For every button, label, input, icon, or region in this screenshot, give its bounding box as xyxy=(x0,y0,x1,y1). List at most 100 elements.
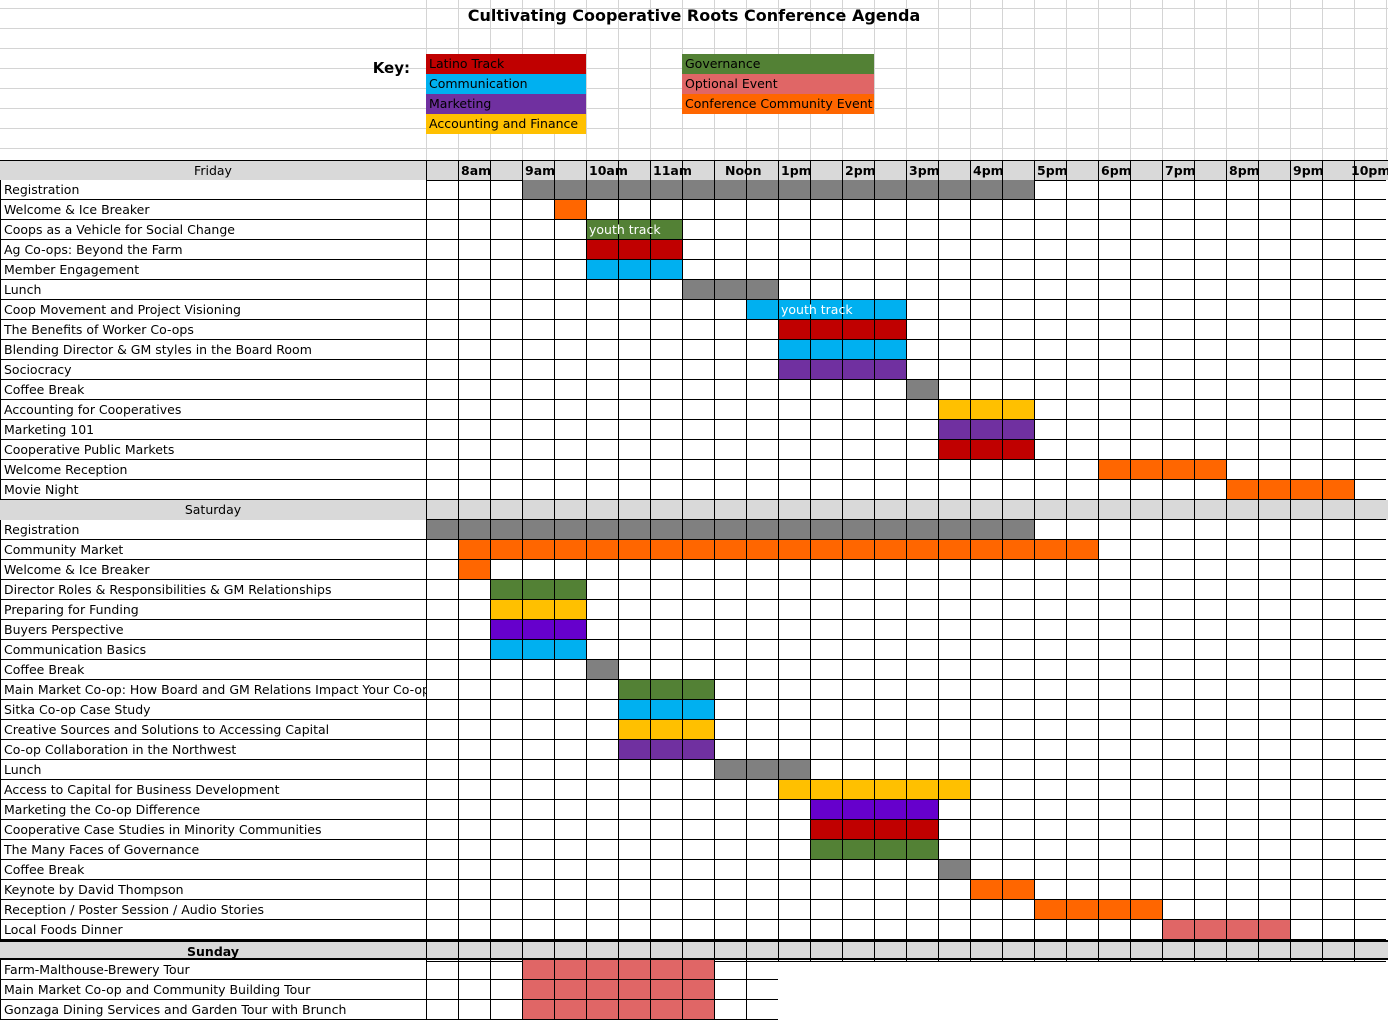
time-slot[interactable] xyxy=(458,340,490,360)
time-slot[interactable] xyxy=(746,680,778,700)
time-slot[interactable] xyxy=(714,600,746,620)
time-slot[interactable] xyxy=(874,740,906,760)
time-slot[interactable] xyxy=(1162,360,1194,380)
time-slot[interactable] xyxy=(586,580,618,600)
time-slot[interactable] xyxy=(714,840,746,860)
time-slot[interactable] xyxy=(842,500,874,520)
time-slot[interactable] xyxy=(938,560,970,580)
time-slot[interactable] xyxy=(714,860,746,880)
time-slot[interactable] xyxy=(778,660,810,680)
time-slot[interactable] xyxy=(1322,840,1354,860)
time-slot[interactable] xyxy=(1034,760,1066,780)
time-slot[interactable] xyxy=(1290,300,1322,320)
time-slot[interactable] xyxy=(554,640,586,660)
time-slot[interactable] xyxy=(426,740,458,760)
time-slot[interactable] xyxy=(1162,760,1194,780)
time-slot[interactable] xyxy=(1354,700,1386,720)
time-slot[interactable] xyxy=(426,560,458,580)
time-slot[interactable] xyxy=(1290,480,1322,500)
time-slot[interactable] xyxy=(458,800,490,820)
time-slot[interactable] xyxy=(842,840,874,860)
time-slot[interactable] xyxy=(1322,860,1354,880)
time-slot[interactable] xyxy=(746,580,778,600)
time-slot[interactable] xyxy=(490,440,522,460)
session-row[interactable]: Registration xyxy=(0,520,1388,540)
time-slot[interactable] xyxy=(586,660,618,680)
time-slot[interactable] xyxy=(1098,720,1130,740)
time-slot[interactable] xyxy=(970,920,1002,940)
time-slot[interactable] xyxy=(618,360,650,380)
time-slot[interactable] xyxy=(746,942,778,962)
time-slot[interactable] xyxy=(874,860,906,880)
time-slot[interactable] xyxy=(1002,560,1034,580)
time-slot[interactable] xyxy=(906,880,938,900)
time-slot[interactable] xyxy=(1130,200,1162,220)
time-slot[interactable] xyxy=(1130,580,1162,600)
time-slot[interactable] xyxy=(426,820,458,840)
time-slot[interactable] xyxy=(1194,220,1226,240)
time-slot[interactable] xyxy=(490,660,522,680)
time-slot[interactable] xyxy=(522,580,554,600)
time-slot[interactable] xyxy=(714,880,746,900)
time-slot[interactable] xyxy=(874,540,906,560)
time-slot[interactable] xyxy=(842,180,874,200)
time-slot[interactable] xyxy=(874,500,906,520)
time-slot[interactable] xyxy=(1002,420,1034,440)
time-slot[interactable] xyxy=(426,680,458,700)
time-slot[interactable] xyxy=(906,400,938,420)
time-slot[interactable] xyxy=(618,180,650,200)
time-slot[interactable] xyxy=(1034,440,1066,460)
time-slot[interactable] xyxy=(1098,800,1130,820)
time-slot[interactable] xyxy=(426,280,458,300)
time-slot[interactable] xyxy=(490,200,522,220)
time-slot[interactable] xyxy=(778,340,810,360)
time-slot[interactable] xyxy=(1034,820,1066,840)
time-slot[interactable] xyxy=(1130,800,1162,820)
time-slot[interactable] xyxy=(1354,480,1386,500)
time-slot[interactable] xyxy=(970,640,1002,660)
time-slot[interactable] xyxy=(586,480,618,500)
time-slot[interactable] xyxy=(1034,700,1066,720)
time-slot[interactable] xyxy=(1162,300,1194,320)
time-slot[interactable] xyxy=(490,600,522,620)
time-slot[interactable] xyxy=(1226,720,1258,740)
time-slot[interactable] xyxy=(874,680,906,700)
time-slot[interactable] xyxy=(970,720,1002,740)
time-slot[interactable] xyxy=(842,540,874,560)
time-slot[interactable] xyxy=(938,260,970,280)
time-slot[interactable] xyxy=(458,600,490,620)
time-slot[interactable] xyxy=(1226,700,1258,720)
time-slot[interactable] xyxy=(650,280,682,300)
time-slot[interactable] xyxy=(906,942,938,962)
time-slot[interactable] xyxy=(842,240,874,260)
time-slot[interactable] xyxy=(1194,300,1226,320)
time-slot[interactable] xyxy=(586,520,618,540)
time-slot[interactable] xyxy=(1066,660,1098,680)
time-slot[interactable] xyxy=(714,280,746,300)
time-slot[interactable] xyxy=(554,440,586,460)
time-slot[interactable] xyxy=(1066,640,1098,660)
time-slot[interactable] xyxy=(458,200,490,220)
time-slot[interactable] xyxy=(1258,942,1290,962)
time-slot[interactable] xyxy=(458,740,490,760)
time-slot[interactable] xyxy=(906,540,938,560)
time-slot[interactable] xyxy=(1130,600,1162,620)
time-slot[interactable] xyxy=(1226,920,1258,940)
time-slot[interactable] xyxy=(522,500,554,520)
time-slot[interactable] xyxy=(1354,880,1386,900)
time-slot[interactable] xyxy=(1322,460,1354,480)
time-slot[interactable] xyxy=(426,780,458,800)
time-slot[interactable] xyxy=(1162,380,1194,400)
time-slot[interactable] xyxy=(1002,700,1034,720)
time-slot[interactable] xyxy=(714,500,746,520)
time-slot[interactable] xyxy=(746,920,778,940)
session-row[interactable]: Marketing the Co-op Difference xyxy=(0,800,1388,820)
time-slot[interactable] xyxy=(458,720,490,740)
time-slot[interactable] xyxy=(650,340,682,360)
time-slot[interactable] xyxy=(746,420,778,440)
time-slot[interactable] xyxy=(810,200,842,220)
time-slot[interactable] xyxy=(906,180,938,200)
time-slot[interactable] xyxy=(618,300,650,320)
time-slot[interactable] xyxy=(554,340,586,360)
time-slot[interactable] xyxy=(1130,900,1162,920)
